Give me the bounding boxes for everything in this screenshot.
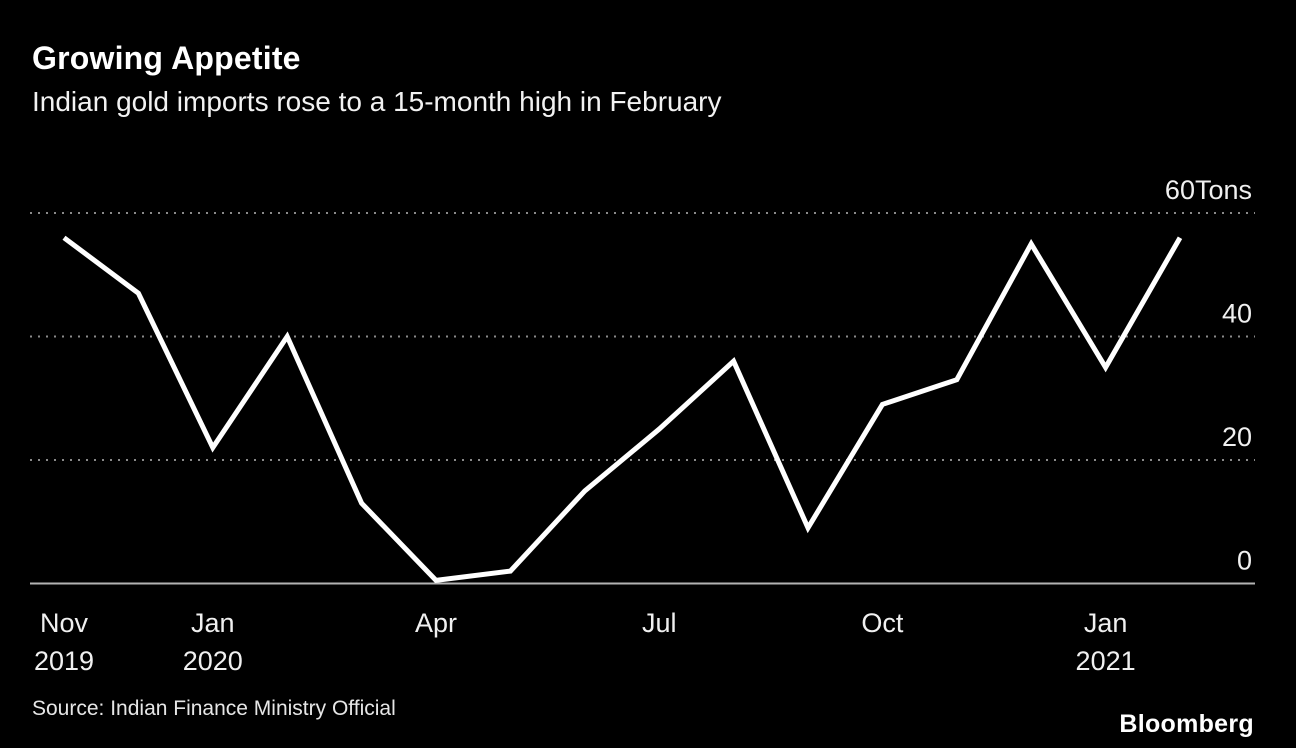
- y-tick-label: 20: [1222, 422, 1252, 452]
- chart-title: Growing Appetite: [32, 40, 301, 76]
- y-tick-label: 60Tons: [1165, 175, 1252, 205]
- x-tick-label: Apr: [415, 608, 457, 638]
- x-tick-year-label: 2019: [34, 646, 94, 676]
- x-tick-label: Jan: [191, 608, 235, 638]
- x-tick-label: Nov: [40, 608, 89, 638]
- x-tick-year-label: 2020: [183, 646, 243, 676]
- source-note: Source: Indian Finance Ministry Official: [32, 697, 396, 720]
- x-tick-label: Oct: [861, 608, 904, 638]
- y-tick-label: 40: [1222, 299, 1252, 329]
- y-tick-label: 0: [1237, 546, 1252, 576]
- chart-subtitle: Indian gold imports rose to a 15-month h…: [32, 86, 722, 117]
- x-tick-year-label: 2021: [1076, 646, 1136, 676]
- data-line: [62, 235, 1183, 584]
- bloomberg-logo: Bloomberg: [1119, 710, 1254, 738]
- x-tick-label: Jul: [642, 608, 677, 638]
- x-tick-label: Jan: [1084, 608, 1128, 638]
